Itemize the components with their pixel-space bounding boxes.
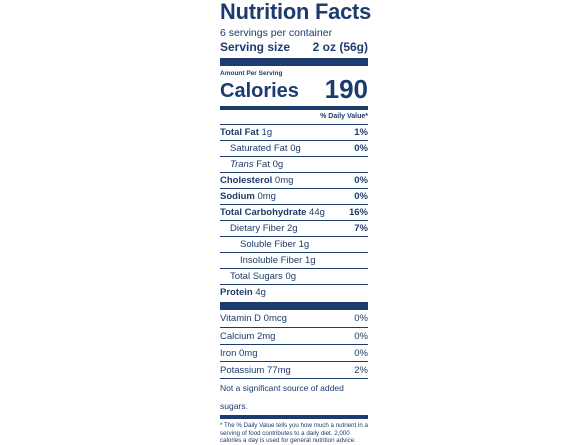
serving-size-value: 2 oz (56g)	[312, 40, 368, 54]
nutrient-amount: 1g	[261, 127, 273, 138]
serving-size-label: Serving size	[220, 40, 291, 54]
nutrient-amount: 4g	[255, 287, 266, 298]
calories-label: Calories	[220, 80, 299, 102]
serving-size-row: Serving size 2 oz (56g)	[220, 40, 368, 54]
added-sugars-note: Not a significant source of added sugars…	[220, 378, 368, 415]
nutrient-row-total-carbohydrate: Total Carbohydrate 44g 16%	[220, 204, 368, 220]
vitamin-name: Vitamin D	[220, 313, 262, 324]
nutrient-name: Total Carbohydrate	[220, 207, 307, 218]
nutrition-facts-label: Nutrition Facts 6 servings per container…	[220, 0, 372, 445]
nutrient-name: Total Sugars	[230, 271, 283, 282]
calories-value: 190	[324, 74, 368, 104]
nutrient-row-soluble-fiber: Soluble Fiber 1g	[220, 236, 368, 252]
nutrient-row-sodium: Sodium 0mg 0%	[220, 188, 368, 204]
nutrient-name: Total Fat	[220, 127, 259, 138]
nutrient-name: Sodium	[220, 191, 255, 202]
daily-value-footnote: * The % Daily Value tells you how much a…	[220, 422, 369, 444]
daily-value-header: % Daily Value*	[320, 113, 368, 120]
amount-per-serving: Amount Per Serving	[220, 70, 283, 77]
vitamin-row-potassium: Potassium 77mg 2%	[220, 361, 368, 378]
nutrient-name: Saturated Fat	[230, 143, 288, 154]
nutrient-row-total-sugars: Total Sugars 0g	[220, 268, 368, 284]
nutrient-name: Protein	[220, 287, 253, 298]
nutrient-amount: 0g	[290, 143, 301, 154]
nutrient-dv: 0%	[354, 175, 368, 186]
nutrient-row-trans-fat: Trans Fat 0g	[220, 156, 368, 172]
nutrient-amount: 0mg	[274, 175, 294, 186]
vitamin-row-iron: Iron 0mg 0%	[220, 344, 368, 361]
nutrient-name-suffix: Fat	[256, 159, 270, 170]
vitamin-amount: 77mg	[267, 364, 291, 376]
nutrient-dv: 7%	[354, 223, 368, 234]
vitamin-row-calcium: Calcium 2mg 0%	[220, 327, 368, 344]
nutrient-row-protein: Protein 4g	[220, 284, 368, 300]
nutrient-amount: 0g	[272, 159, 284, 170]
nutrient-row-insoluble-fiber: Insoluble Fiber 1g	[220, 252, 368, 268]
vitamin-amount: 0mg	[239, 347, 258, 359]
nutrient-amount: 0mg	[257, 191, 276, 202]
vitamin-dv: 0%	[354, 313, 368, 324]
nutrient-name: Soluble Fiber	[240, 239, 296, 250]
servings-per-container: 6 servings per container	[220, 27, 333, 39]
label-title: Nutrition Facts	[220, 0, 372, 24]
nutrient-dv: 1%	[354, 127, 368, 138]
nutrient-name: Insoluble Fiber	[240, 255, 303, 266]
nutrient-name: Dietary Fiber	[230, 223, 285, 234]
vitamin-row-vitamin-d: Vitamin D 0mcg 0%	[220, 310, 368, 327]
nutrient-dv: 0%	[354, 191, 368, 202]
calories-row: Calories 190	[220, 74, 368, 104]
nutrient-row-saturated-fat: Saturated Fat 0g 0%	[220, 140, 368, 156]
vitamin-dv: 0%	[354, 347, 368, 359]
medium-divider	[220, 415, 368, 419]
nutrient-amount: 1g	[298, 239, 310, 250]
vitamin-name: Calcium	[220, 330, 255, 342]
nutrient-row-dietary-fiber: Dietary Fiber 2g 7%	[220, 220, 368, 236]
nutrient-amount: 1g	[304, 255, 316, 266]
vitamin-name: Iron	[220, 347, 237, 359]
vitamin-dv: 2%	[354, 364, 368, 376]
vitamin-amount: 0mcg	[263, 313, 287, 324]
nutrient-name: Cholesterol	[220, 175, 273, 186]
thick-divider	[220, 58, 368, 66]
nutrient-dv: 16%	[348, 207, 368, 218]
nutrient-row-cholesterol: Cholesterol 0mg 0%	[220, 172, 368, 188]
nutrient-row-total-fat: Total Fat 1g 1%	[220, 124, 368, 140]
nutrient-name: Trans	[230, 159, 254, 170]
nutrient-amount: 2g	[287, 223, 298, 234]
nutrient-dv: 0%	[354, 143, 368, 154]
medium-divider	[220, 106, 368, 110]
nutrient-amount: 44g	[309, 207, 325, 218]
vitamin-amount: 2mg	[256, 330, 276, 342]
vitamin-dv: 0%	[354, 330, 368, 342]
thick-divider	[220, 302, 368, 310]
vitamin-name: Potassium	[220, 364, 265, 376]
nutrient-amount: 0g	[285, 271, 297, 282]
